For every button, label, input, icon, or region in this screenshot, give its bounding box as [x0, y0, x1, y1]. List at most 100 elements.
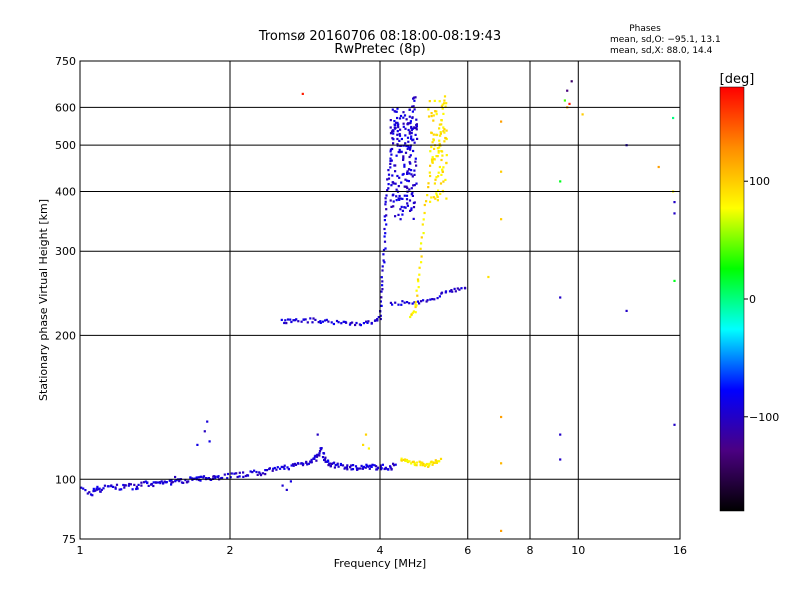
o-trace-low-point [235, 472, 238, 475]
x-f-trace-point [415, 289, 418, 292]
x-trace-low-point [428, 464, 431, 467]
x-f-trace-point [426, 194, 429, 197]
x-trace-low-point [419, 464, 422, 467]
x-f-cluster-point [430, 131, 433, 134]
o-trace-low-point [297, 462, 300, 465]
o-f-cluster-point [395, 110, 398, 113]
x-f-trace-point [409, 315, 412, 319]
o-f-trace-point [383, 261, 386, 264]
x-trace-low-point [425, 462, 428, 466]
scattered-echo-point [500, 462, 503, 465]
x-f-trace-point [443, 95, 447, 98]
o-f-cluster-point [395, 199, 398, 202]
o-f-branch-point [429, 298, 432, 301]
o-trace-low-point [170, 479, 173, 482]
o-trace-low-point [140, 484, 143, 487]
o-f-trace-point [325, 318, 328, 321]
o-f-trace-point [387, 187, 390, 190]
scattered-echo-point [559, 296, 562, 299]
o-f-trace-point [295, 318, 298, 321]
o-trace-low-point [319, 447, 322, 450]
o-f-trace-point [380, 304, 383, 307]
o-spike-point [196, 443, 199, 446]
x-f-trace-point [439, 131, 442, 134]
o-f-trace-point [385, 194, 388, 197]
o-trace-low-point [170, 483, 173, 486]
o-f-cluster-point [396, 116, 399, 120]
x-trace-low-point [430, 460, 433, 463]
o-f-branch-point [453, 287, 456, 290]
o-f-cluster-point [409, 148, 412, 151]
o-f-branch-point [451, 290, 454, 293]
o-trace-low-point [136, 487, 139, 490]
o-f-trace-point [381, 288, 384, 291]
o-f-cluster-point [411, 194, 414, 197]
x-f-trace-point [438, 139, 441, 142]
x-trace-low-point [400, 459, 403, 462]
o-trace-low-point [379, 464, 382, 467]
o-trace-low-point [238, 471, 241, 474]
o-trace-low-point [103, 484, 106, 487]
o-f-cluster-point [404, 127, 407, 130]
x-f-cluster-point [438, 123, 441, 126]
o-f-trace-point [283, 321, 286, 325]
scattered-echo-point [625, 309, 628, 312]
x-f-trace-point [428, 171, 431, 174]
o-f-cluster-point [389, 150, 392, 153]
o-f-cluster-point [393, 110, 396, 113]
o-trace-low-point [339, 462, 342, 466]
o-f-cluster-point [397, 185, 400, 188]
o-f-cluster-point [404, 134, 407, 137]
o-trace-low-point [165, 481, 168, 484]
o-f-cluster-point [410, 208, 413, 211]
o-f-cluster-point [406, 204, 409, 207]
o-f-trace-point [354, 323, 357, 327]
x-f-cluster-point [434, 178, 437, 181]
o-trace-low-point [261, 472, 265, 475]
o-f-branch-point [422, 299, 425, 302]
o-trace-low-point [120, 488, 123, 491]
o-trace-low-point [333, 466, 336, 469]
o-f-cluster-point [407, 140, 410, 143]
x-f-cluster-point [432, 138, 435, 141]
x-f-cluster-point [438, 165, 441, 169]
o-trace-low-point [389, 465, 392, 468]
o-trace-low-point [344, 466, 347, 469]
o-spike-point [206, 420, 209, 423]
o-trace-low-point [251, 471, 254, 474]
o-trace-low-point [283, 464, 286, 467]
o-f-trace-point [300, 320, 303, 323]
x-trace-low-point [433, 461, 437, 464]
x-f-trace-point [431, 156, 434, 159]
o-f-cluster-point [401, 213, 404, 216]
o-trace-low-point [379, 465, 382, 468]
o-trace-low-point [283, 467, 286, 470]
x-f-trace-point [429, 164, 432, 167]
o-f-cluster-point [408, 115, 411, 118]
o-trace-low-point [305, 461, 308, 464]
x-f-cluster-point [437, 175, 440, 178]
o-f-cluster-point [390, 205, 393, 208]
o-f-cluster-point [400, 137, 403, 141]
o-f-cluster-point [395, 154, 398, 157]
o-f-cluster-point [396, 107, 399, 110]
o-f-trace-point [386, 189, 389, 192]
x-f-trace-point [442, 112, 445, 115]
o-f-trace-point [330, 321, 333, 324]
x-f-cluster-point [435, 113, 438, 116]
o-trace-low-point [94, 489, 97, 492]
o-f-cluster-point [415, 128, 418, 131]
o-trace-low-point [99, 490, 102, 493]
o-f-branch-point [411, 302, 414, 305]
x-spike-point [364, 433, 368, 436]
o-f-cluster-point [401, 209, 404, 212]
o-f-cluster-point [403, 165, 406, 168]
x-f-cluster-point [432, 196, 435, 199]
o-f-trace-point [385, 223, 388, 226]
o-trace-low-point [98, 487, 101, 490]
o-trace-low-point [95, 488, 99, 491]
x-f-cluster-point [435, 192, 438, 195]
o-f-trace-point [284, 319, 287, 322]
x-f-trace-point [439, 134, 442, 137]
o-f-trace-point [367, 320, 370, 323]
